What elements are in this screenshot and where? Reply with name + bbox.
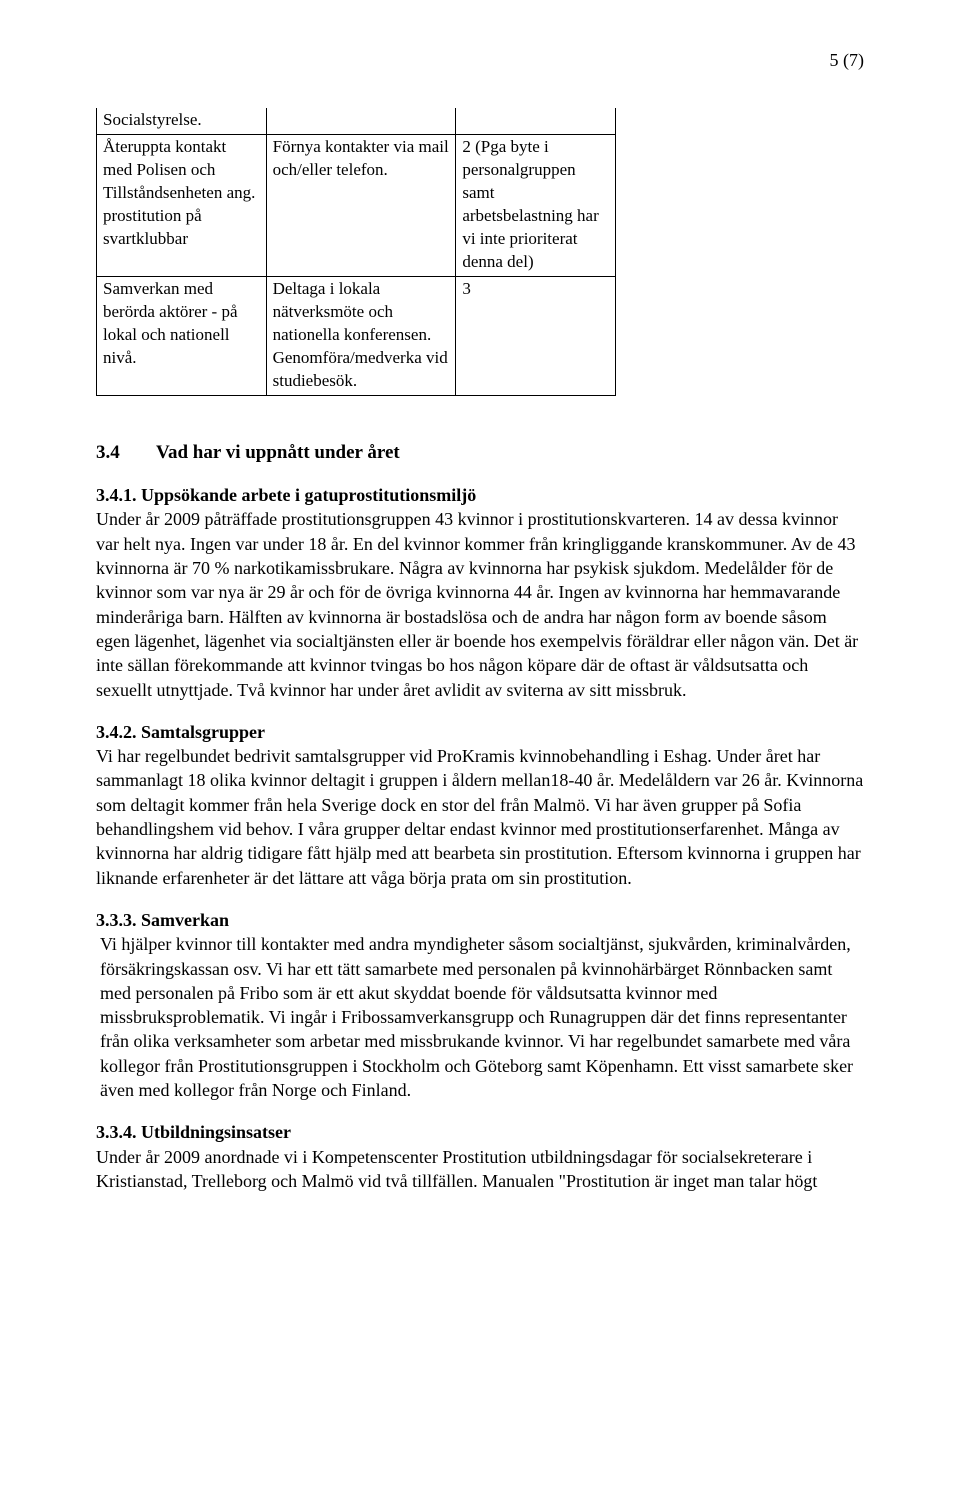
table-cell: Förnya kontakter via mail och/eller tele… bbox=[266, 135, 456, 277]
subsection-body: Under år 2009 påträffade prostitutionsgr… bbox=[96, 509, 858, 699]
subsection-heading: 3.4.1. Uppsökande arbete i gatuprostitut… bbox=[96, 485, 476, 505]
paragraph-3-4-1: 3.4.1. Uppsökande arbete i gatuprostitut… bbox=[96, 483, 864, 702]
table-cell: Samverkan med berörda aktörer - på lokal… bbox=[97, 276, 267, 395]
paragraph-3-3-4: Under år 2009 anordnade vi i Kompetensce… bbox=[96, 1145, 864, 1194]
table-row: Samverkan med berörda aktörer - på lokal… bbox=[97, 276, 616, 395]
page-number: 5 (7) bbox=[96, 48, 864, 72]
section-heading-3-4: 3.4Vad har vi uppnått under året bbox=[96, 440, 864, 466]
paragraph-3-3-3: Vi hjälper kvinnor till kontakter med an… bbox=[96, 932, 864, 1102]
subsection-heading-3-3-3: 3.3.3. Samverkan bbox=[96, 908, 864, 932]
activity-table: Socialstyrelse. Återuppta kontakt med Po… bbox=[96, 108, 616, 395]
table-cell bbox=[266, 108, 456, 134]
table-cell: Återuppta kontakt med Polisen och Tillst… bbox=[97, 135, 267, 277]
section-title: Vad har vi uppnått under året bbox=[156, 442, 400, 463]
paragraph-3-4-2: Vi har regelbundet bedrivit samtalsgrupp… bbox=[96, 744, 864, 890]
table-cell: Socialstyrelse. bbox=[97, 108, 267, 134]
table-row: Socialstyrelse. bbox=[97, 108, 616, 134]
table-cell: Deltaga i lokala nätverksmöte och nation… bbox=[266, 276, 456, 395]
subsection-heading-3-3-4: 3.3.4. Utbildningsinsatser bbox=[96, 1120, 864, 1144]
table-cell: 2 (Pga byte i personalgruppen samt arbet… bbox=[456, 135, 616, 277]
table-cell: 3 bbox=[456, 276, 616, 395]
section-number: 3.4 bbox=[96, 440, 156, 466]
subsection-heading-3-4-2: 3.4.2. Samtalsgrupper bbox=[96, 720, 864, 744]
table-cell bbox=[456, 108, 616, 134]
table-row: Återuppta kontakt med Polisen och Tillst… bbox=[97, 135, 616, 277]
